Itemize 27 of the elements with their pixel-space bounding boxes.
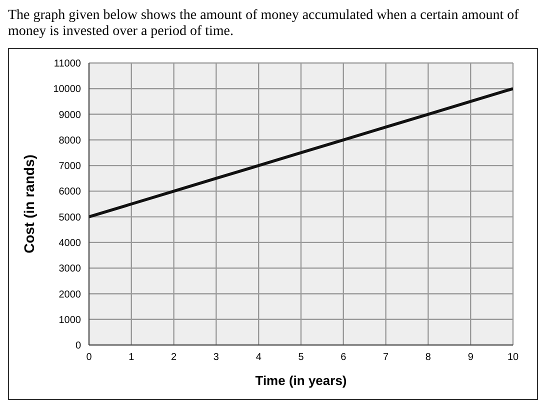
y-tick-label: 5000 (58, 212, 82, 224)
x-tick-label: 2 (171, 352, 178, 364)
x-tick-label: 0 (86, 352, 92, 364)
line-series (89, 87, 513, 218)
x-tick-label: 5 (298, 352, 304, 364)
x-axis-title: Time (in years) (255, 373, 347, 388)
y-tick-label: 9000 (58, 110, 82, 121)
x-tick-label: 9 (468, 352, 474, 364)
chart-title: The graph given below shows the amount of money accumulated when a certain amount of money is invested over a period of time. (8, 8, 520, 40)
y-tick-label: 8000 (58, 135, 82, 146)
x-tick-label: 8 (425, 352, 432, 364)
y-tick-label: 11000 (54, 58, 82, 70)
x-tick-label: 1 (128, 352, 135, 364)
y-tick-label: 1000 (58, 314, 82, 326)
y-tick-label: 2000 (58, 289, 82, 300)
x-tick-label: 10 (507, 352, 519, 364)
y-tick-label: 3000 (58, 264, 82, 275)
y-tick-label: 4000 (58, 238, 82, 250)
x-tick-label: 7 (383, 352, 390, 364)
y-tick-label: 0 (75, 340, 82, 352)
y-tick-label: 10000 (53, 84, 82, 96)
y-tick-label: 6000 (58, 186, 82, 198)
x-tick-label: 6 (340, 352, 347, 364)
x-tick-label: 3 (213, 352, 220, 364)
y-tick-label: 7000 (58, 161, 82, 172)
x-tick-label: 4 (256, 352, 262, 364)
y-axis-title: Cost (in rands) (20, 154, 37, 254)
